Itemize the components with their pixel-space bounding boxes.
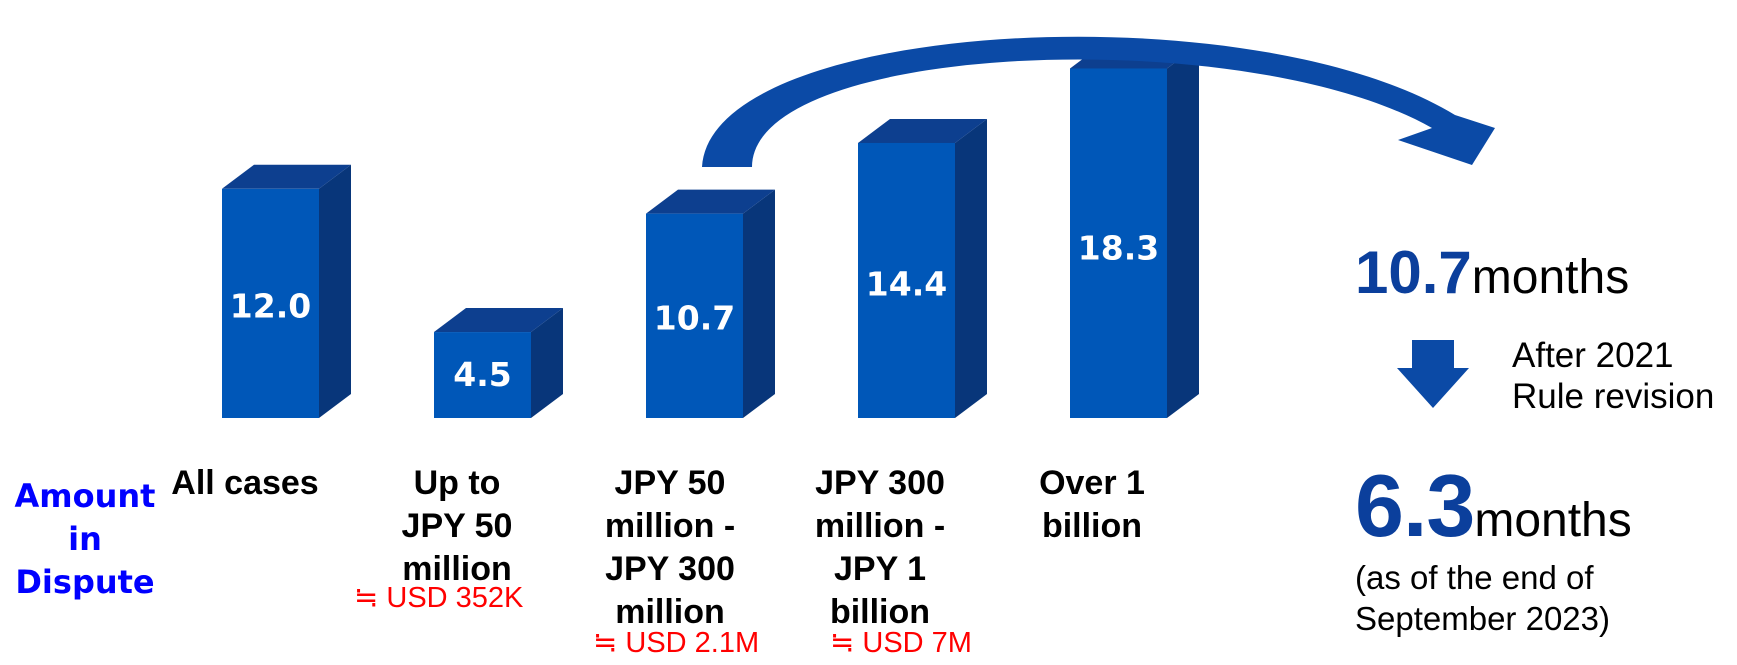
usd-note: ≒ USD 352K: [354, 582, 524, 614]
bar: [646, 213, 743, 418]
before-unit: months: [1471, 251, 1630, 304]
bar-group: 18.3: [1070, 44, 1199, 418]
bar-top: [858, 118, 987, 143]
category-label: JPY 300 million - JPY 1 billion: [814, 464, 946, 631]
category-label: Over 1 billion: [1039, 464, 1145, 545]
bar-group: 4.5: [434, 308, 563, 418]
category-label: All cases: [171, 464, 319, 502]
bar-value-label: 18.3: [1078, 229, 1159, 268]
bar-top: [646, 189, 775, 214]
bar-value-label: 10.7: [654, 298, 735, 337]
category-label: Up to JPY 50 million: [401, 464, 513, 588]
bar-value-label: 12.0: [230, 286, 311, 325]
bar-side: [531, 308, 563, 418]
before-value: 10.7: [1355, 239, 1472, 306]
category-label: JPY 50 million - JPY 300 million: [604, 464, 736, 631]
bar-group: 12.0: [222, 164, 351, 418]
after-duration: 6.3months: [1355, 455, 1632, 557]
bar: [434, 332, 531, 418]
bar-value-label: 14.4: [866, 264, 947, 303]
bar-top: [434, 308, 563, 333]
bar-side: [743, 189, 775, 418]
axis-title: Amount in Dispute: [14, 477, 156, 601]
after-unit: months: [1474, 494, 1632, 547]
bar: [1070, 68, 1167, 418]
usd-note: ≒ USD 2.1M: [593, 627, 760, 659]
bar-side: [1167, 44, 1199, 418]
bar-side: [319, 164, 351, 418]
bar: [858, 142, 955, 418]
curved-arrow-icon: [702, 36, 1495, 167]
down-arrow-icon: [1397, 340, 1469, 408]
bar-value-label: 4.5: [453, 355, 511, 394]
revision-note: After 2021 Rule revision: [1512, 336, 1715, 416]
bar-group: 10.7: [646, 189, 775, 418]
before-duration: 10.7months: [1355, 238, 1629, 307]
bar-top: [222, 164, 351, 189]
bar: [222, 188, 319, 418]
after-value: 6.3: [1355, 456, 1475, 555]
bars-layer: 12.0 4.5 10.7 14.4 18.3: [222, 44, 1199, 419]
as-of-note: (as of the end of September 2023): [1355, 559, 1610, 637]
usd-note: ≒ USD 7M: [830, 627, 972, 659]
bar-group: 14.4: [858, 118, 987, 419]
bar-side: [955, 118, 987, 419]
